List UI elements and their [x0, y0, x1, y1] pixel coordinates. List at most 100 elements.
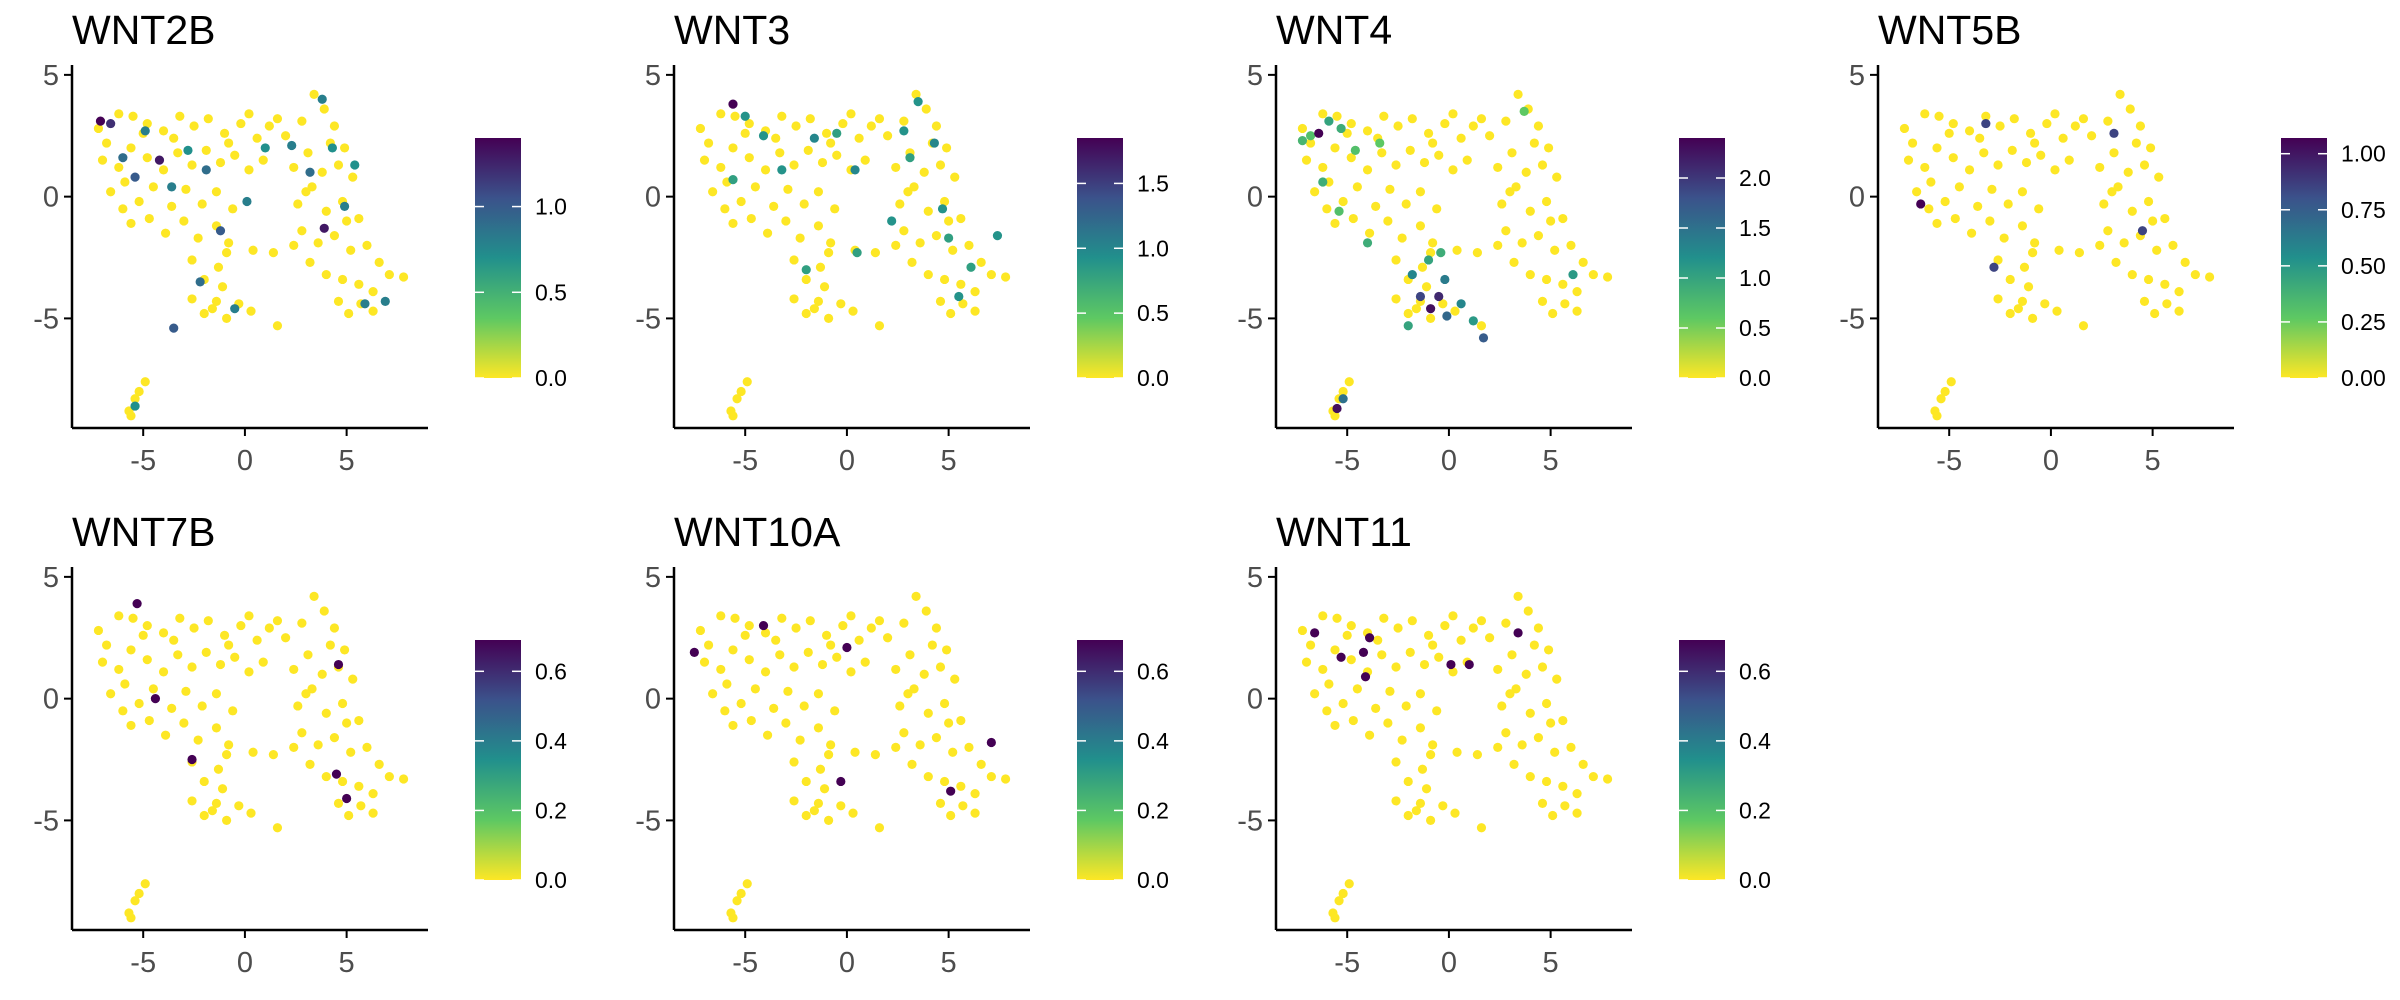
cell-point: [398, 272, 409, 282]
cell-point: [1550, 747, 1560, 757]
expressing-cell-point: [801, 265, 811, 275]
y-tick-label: 5: [1849, 60, 1865, 92]
cell-point: [248, 747, 258, 757]
cell-point: [175, 613, 185, 623]
cell-point: [1456, 133, 1466, 143]
cell-point: [1452, 747, 1462, 757]
cell-point: [128, 111, 138, 121]
cell-point: [821, 128, 832, 138]
cell-point: [1954, 182, 1964, 192]
colorbar-tick-label: 0.50: [2341, 253, 2386, 279]
cell-point: [333, 296, 344, 306]
cell-point: [114, 109, 124, 119]
cell-point: [1525, 771, 1535, 782]
cell-point: [1462, 155, 1472, 165]
cell-point: [736, 888, 746, 899]
cell-point: [813, 689, 824, 699]
cell-point: [813, 798, 824, 808]
cell-point: [931, 121, 942, 131]
colorbar-tick-label: 1.00: [2341, 141, 2386, 167]
cell-point: [272, 321, 283, 331]
cell-point: [1558, 715, 1568, 726]
colorbar-tick-label: 1.5: [1137, 170, 1169, 196]
expressing-cell-point: [260, 143, 270, 153]
cell-point: [126, 218, 136, 229]
expressing-cell-point: [342, 793, 352, 804]
cell-point: [1305, 138, 1316, 148]
cell-point: [268, 750, 278, 760]
cell-point: [905, 650, 915, 660]
cell-point: [769, 703, 779, 713]
cell-point: [1472, 248, 1482, 258]
cell-point: [736, 196, 746, 207]
expressing-cell-point: [758, 620, 769, 631]
cell-point: [1348, 213, 1358, 224]
cell-point: [931, 231, 942, 241]
expressing-cell-point: [1423, 255, 1434, 265]
cell-point: [201, 647, 211, 657]
colorbar: [1077, 640, 1123, 880]
expressing-cell-point: [1478, 333, 1489, 343]
cell-point: [197, 701, 207, 711]
cell-point: [923, 708, 933, 718]
cell-point: [1332, 613, 1342, 623]
cell-point: [234, 801, 244, 811]
cell-point: [948, 245, 958, 255]
cell-point: [1318, 162, 1328, 173]
cell-point: [114, 611, 124, 621]
expressing-cell-point: [1464, 659, 1474, 670]
cell-point: [321, 269, 331, 280]
cell-point: [956, 715, 966, 726]
cell-point: [836, 299, 846, 309]
cell-point: [1391, 796, 1401, 806]
cell-point: [1964, 165, 1975, 175]
cell-point: [368, 789, 378, 799]
expressing-cell-point: [966, 262, 976, 272]
cell-point: [301, 187, 311, 197]
cell-point: [189, 623, 199, 633]
cell-point: [1405, 145, 1415, 155]
cell-point: [264, 121, 274, 131]
x-tick-label: 0: [1441, 947, 1457, 979]
cell-point: [1537, 798, 1548, 808]
cell-point: [1391, 160, 1401, 170]
cell-point: [169, 635, 179, 645]
expressing-cell-point: [1338, 394, 1348, 404]
panel-title: WNT10A: [674, 509, 841, 555]
cell-point: [2058, 133, 2068, 143]
cell-point: [1932, 218, 1942, 229]
cell-point: [915, 740, 925, 750]
cell-point: [1428, 238, 1438, 248]
expressing-cell-point: [1334, 206, 1344, 216]
cell-point: [246, 306, 256, 316]
cell-point: [976, 257, 986, 267]
cell-point: [1975, 133, 1985, 143]
cell-point: [303, 650, 313, 660]
cell-point: [826, 740, 836, 750]
cell-point: [173, 148, 183, 158]
cell-point: [181, 184, 191, 194]
cell-point: [1541, 776, 1552, 787]
cell-point: [101, 138, 112, 148]
cell-point: [317, 167, 327, 177]
cell-point: [2160, 213, 2170, 224]
colorbar-tick-label: 0.0: [1739, 867, 1771, 893]
cell-point: [728, 143, 738, 153]
cell-point: [899, 618, 909, 628]
cell-point: [1379, 613, 1389, 623]
cell-point: [1417, 262, 1428, 272]
cell-point: [1507, 148, 1517, 158]
cell-point: [750, 684, 760, 694]
cell-point: [2103, 226, 2113, 236]
cell-point: [1379, 111, 1389, 121]
cell-point: [187, 294, 197, 304]
cell-point: [1993, 294, 2003, 304]
cell-point: [1981, 111, 1991, 121]
cell-point: [1513, 89, 1523, 99]
panel-wnt4: WNT4 -5 0 5 -5 0 5 0.0 0.5 1.0 1.5 2.0: [1237, 7, 1771, 477]
cell-point: [244, 611, 254, 621]
cell-point: [1426, 313, 1436, 324]
cell-point: [142, 620, 152, 631]
cell-point: [744, 620, 754, 631]
colorbar-tick-label: 0.6: [535, 658, 567, 684]
